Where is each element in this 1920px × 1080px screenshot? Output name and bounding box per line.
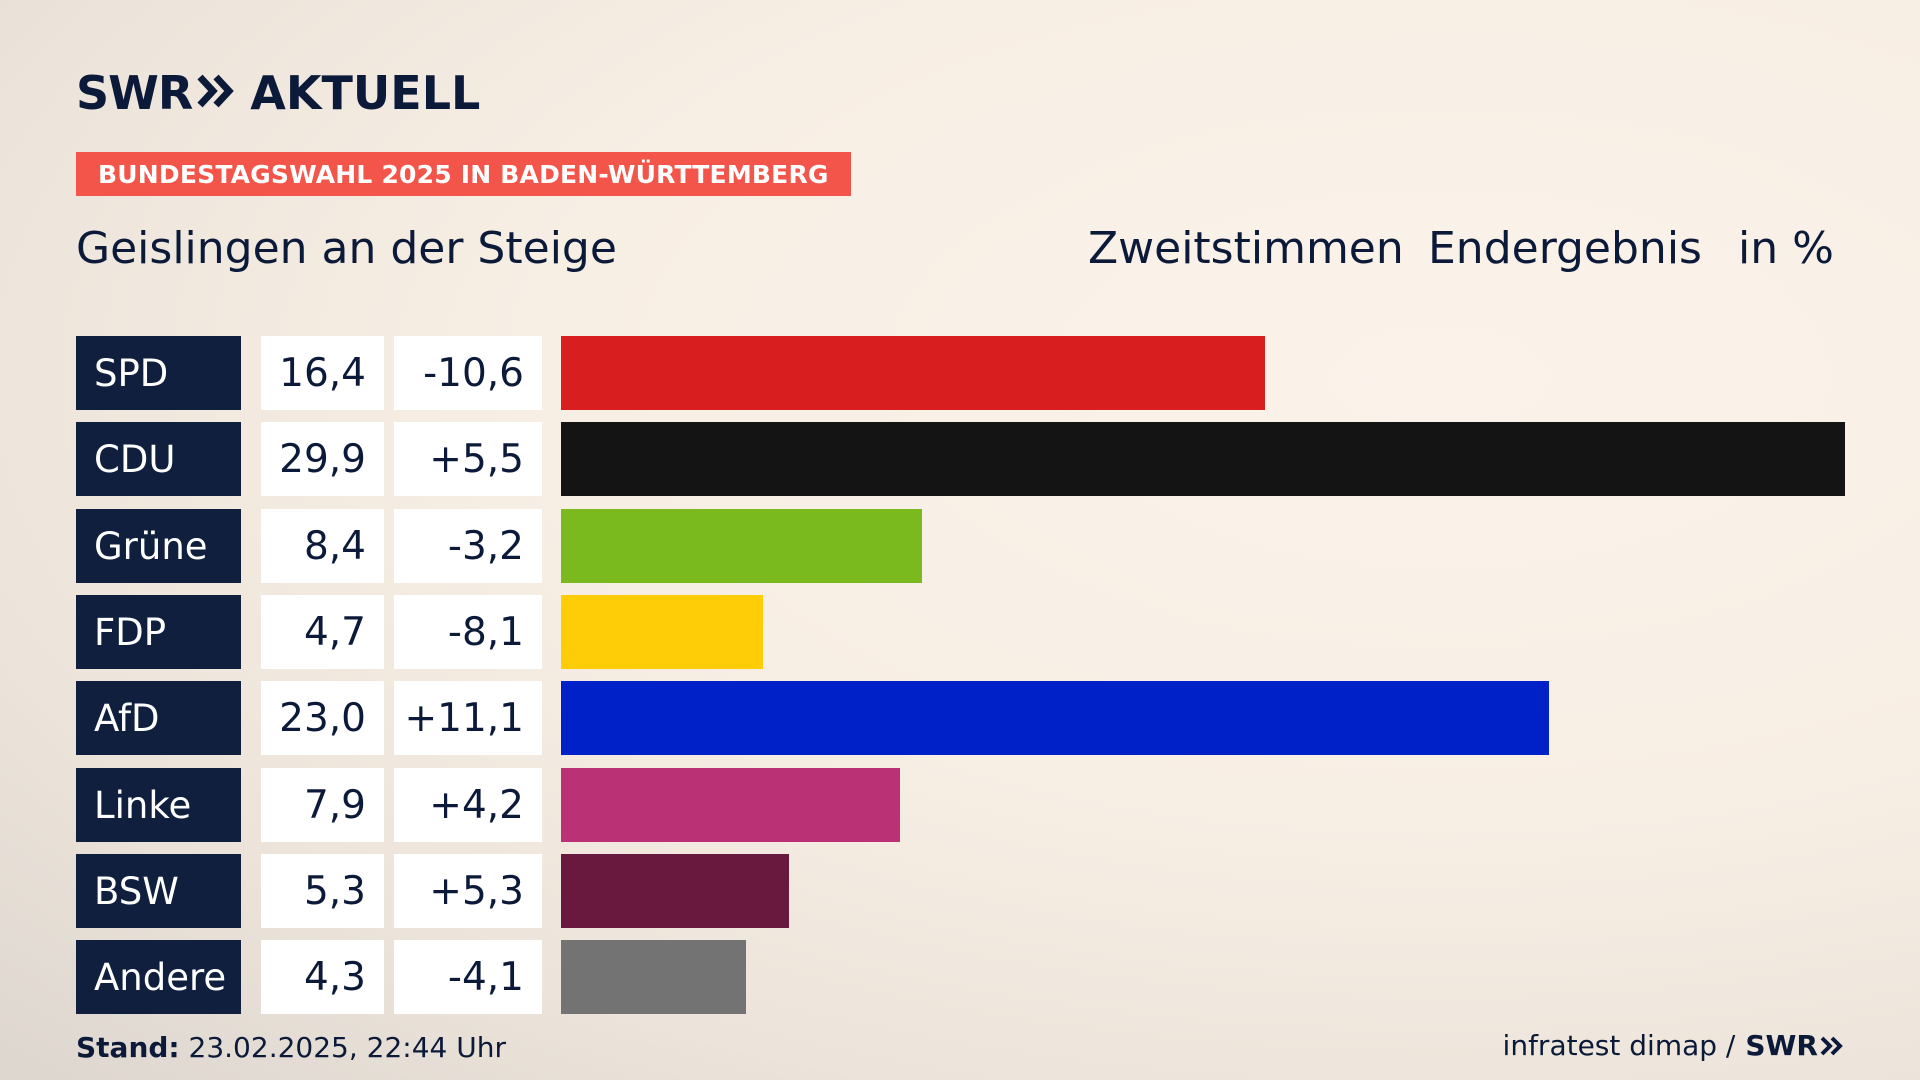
- aktuell-logo-text: AKTUELL: [250, 66, 481, 120]
- vote-share-value: 5,3: [261, 854, 384, 928]
- party-label: BSW: [76, 854, 241, 928]
- vote-change-value: -3,2: [394, 509, 542, 583]
- party-label: Grüne: [76, 509, 241, 583]
- result-bar: [561, 854, 789, 928]
- region-title: Geislingen an der Steige: [76, 223, 617, 274]
- result-row-cdu: CDU 29,9 +5,5: [0, 422, 1920, 496]
- vote-type-label: Zweitstimmen: [1088, 223, 1404, 274]
- vote-share-value: 23,0: [261, 681, 384, 755]
- party-label: FDP: [76, 595, 241, 669]
- vote-share-value: 7,9: [261, 768, 384, 842]
- double-chevron-icon: [196, 73, 236, 113]
- vote-share-value: 29,9: [261, 422, 384, 496]
- vote-share-value: 4,7: [261, 595, 384, 669]
- timestamp-label: Stand:: [76, 1031, 180, 1064]
- result-bar: [561, 940, 746, 1014]
- result-bar: [561, 595, 763, 669]
- result-bar: [561, 422, 1845, 496]
- election-tag: BUNDESTAGSWAHL 2025 IN BADEN-WÜRTTEMBERG: [76, 152, 851, 196]
- vote-change-value: +4,2: [394, 768, 542, 842]
- result-bar: [561, 509, 922, 583]
- party-label: AfD: [76, 681, 241, 755]
- party-label: Linke: [76, 768, 241, 842]
- vote-change-value: +5,3: [394, 854, 542, 928]
- source-text: infratest dimap /: [1502, 1029, 1736, 1062]
- swr-logo-text: SWR: [76, 66, 193, 120]
- vote-change-value: +11,1: [394, 681, 542, 755]
- double-chevron-small-icon: [1820, 1036, 1843, 1055]
- result-bar: [561, 681, 1549, 755]
- result-row-gr-ne: Grüne 8,4 -3,2: [0, 509, 1920, 583]
- result-row-spd: SPD 16,4 -10,6: [0, 336, 1920, 410]
- result-status-label: Endergebnis: [1428, 223, 1702, 274]
- timestamp: Stand: 23.02.2025, 22:44 Uhr: [76, 1031, 506, 1064]
- swr-aktuell-logo: SWR AKTUELL: [76, 66, 480, 120]
- party-label: SPD: [76, 336, 241, 410]
- vote-share-value: 16,4: [261, 336, 384, 410]
- unit-label: in %: [1738, 223, 1834, 274]
- vote-change-value: -10,6: [394, 336, 542, 410]
- result-bar: [561, 336, 1266, 410]
- result-row-fdp: FDP 4,7 -8,1: [0, 595, 1920, 669]
- vote-share-value: 8,4: [261, 509, 384, 583]
- vote-change-value: +5,5: [394, 422, 542, 496]
- swr-small-logo: SWR: [1745, 1029, 1844, 1062]
- result-row-andere: Andere 4,3 -4,1: [0, 940, 1920, 1014]
- vote-share-value: 4,3: [261, 940, 384, 1014]
- party-label: Andere: [76, 940, 241, 1014]
- party-label: CDU: [76, 422, 241, 496]
- swr-small-logo-text: SWR: [1745, 1029, 1818, 1062]
- vote-change-value: -4,1: [394, 940, 542, 1014]
- vote-change-value: -8,1: [394, 595, 542, 669]
- source-credit: infratest dimap / SWR: [1503, 1029, 1844, 1062]
- result-row-linke: Linke 7,9 +4,2: [0, 768, 1920, 842]
- result-row-afd: AfD 23,0 +11,1: [0, 681, 1920, 755]
- timestamp-value: 23.02.2025, 22:44 Uhr: [188, 1031, 506, 1064]
- result-row-bsw: BSW 5,3 +5,3: [0, 854, 1920, 928]
- result-bar: [561, 768, 901, 842]
